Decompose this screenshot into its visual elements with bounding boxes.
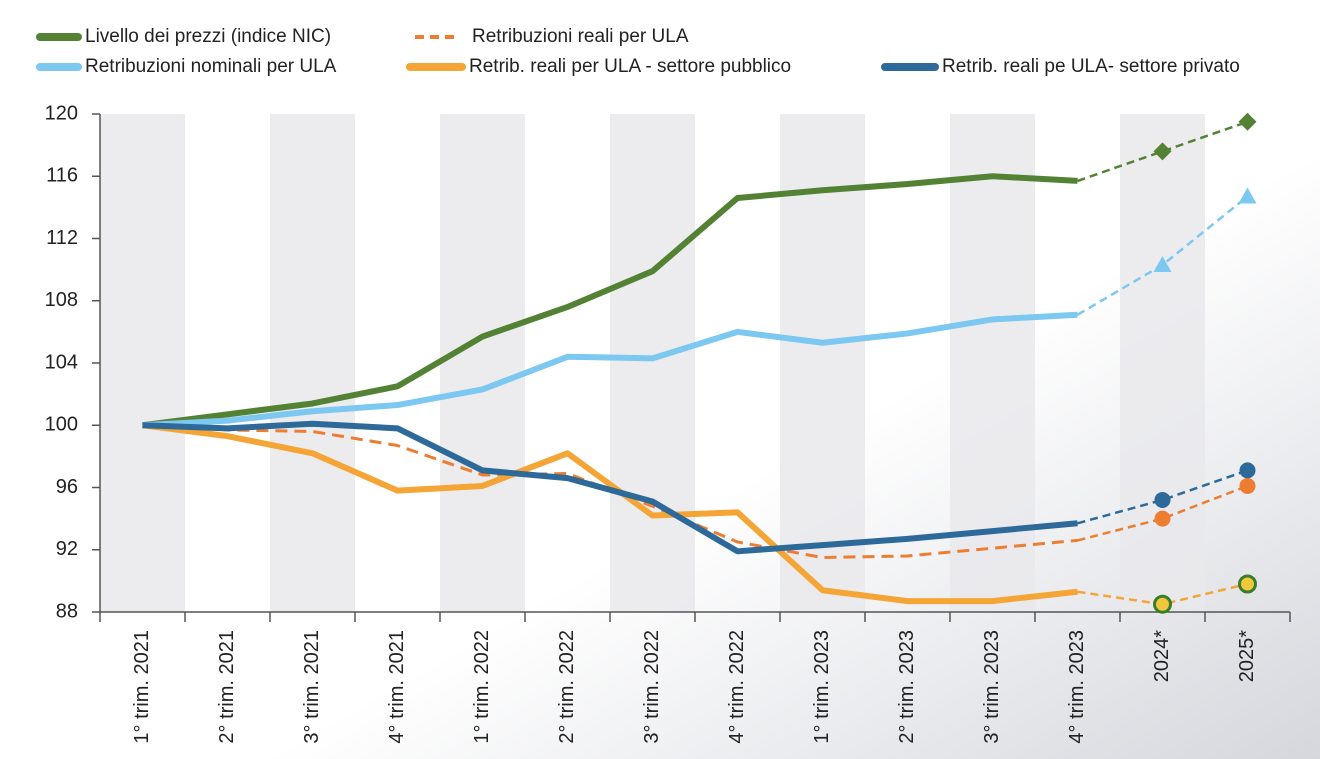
- series-line: [142, 422, 1078, 605]
- y-tick-label: 100: [45, 414, 78, 436]
- x-tick-label: 4° trim. 2021: [386, 630, 408, 744]
- marker: [1238, 187, 1257, 204]
- series-line: [142, 311, 1078, 429]
- forecast-line: [1077, 484, 1248, 542]
- marker: [1154, 491, 1171, 508]
- column-band: [1120, 114, 1205, 612]
- marker: [1239, 462, 1256, 479]
- column-band: [780, 114, 865, 612]
- x-tick-label: 3° trim. 2021: [301, 630, 323, 744]
- legend-label: Livello dei prezzi (indice NIC): [85, 26, 331, 47]
- column-band: [440, 114, 525, 612]
- y-tick-label: 116: [46, 165, 78, 187]
- y-tick-label: 112: [46, 227, 78, 249]
- y-tick-label: 92: [56, 538, 78, 560]
- marker: [1153, 255, 1172, 272]
- x-tick-label: 1° trim. 2022: [471, 630, 493, 744]
- x-tick-label: 4° trim. 2023: [1066, 630, 1088, 744]
- x-tick-label: 1° trim. 2021: [131, 630, 153, 744]
- legend-label: Retrib. reali per ULA - settore pubblico: [469, 56, 791, 77]
- x-tick-label: 2024*: [1151, 630, 1173, 682]
- x-tick-label: 1° trim. 2023: [811, 630, 833, 744]
- series-line: [142, 173, 1078, 429]
- forecast-line: [1077, 469, 1248, 525]
- y-tick-label: 96: [56, 476, 78, 498]
- column-band: [950, 114, 1035, 612]
- legend-label: Retrib. reali pe ULA- settore privato: [942, 56, 1240, 77]
- forecast-line: [1077, 120, 1248, 183]
- y-tick-label: 88: [56, 600, 78, 622]
- legend-label: Retribuzioni nominali per ULA: [85, 56, 337, 77]
- marker: [1239, 477, 1256, 494]
- series-line: [142, 420, 1078, 555]
- column-band: [270, 114, 355, 612]
- y-tick-label: 104: [45, 351, 78, 373]
- marker: [1153, 594, 1172, 614]
- y-tick-label: 108: [45, 289, 78, 311]
- y-tick-label: 120: [45, 102, 78, 124]
- x-tick-label: 3° trim. 2023: [981, 630, 1003, 744]
- x-tick-label: 2025*: [1236, 630, 1258, 682]
- column-band: [610, 114, 695, 612]
- x-tick-label: 4° trim. 2022: [726, 630, 748, 744]
- marker: [1154, 510, 1171, 527]
- x-tick-label: 3° trim. 2022: [641, 630, 663, 744]
- marker: [1238, 112, 1257, 131]
- x-tick-label: 2° trim. 2021: [216, 630, 238, 744]
- marker: [1153, 142, 1172, 161]
- marker: [1238, 574, 1257, 594]
- legend-label: Retribuzioni reali per ULA: [472, 26, 689, 47]
- column-band: [100, 114, 185, 612]
- x-tick-label: 2° trim. 2022: [556, 630, 578, 744]
- x-tick-label: 2° trim. 2023: [896, 630, 918, 744]
